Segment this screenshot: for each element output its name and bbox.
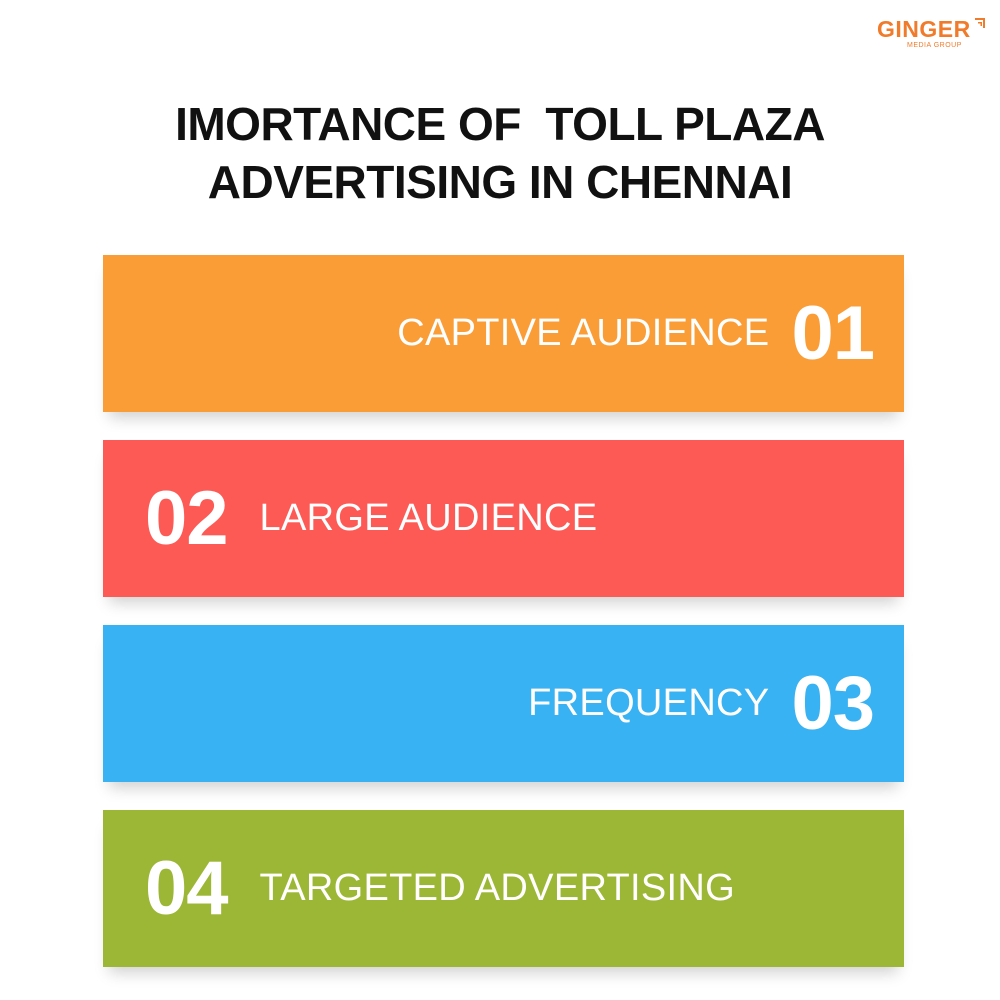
item-number: 02 bbox=[145, 476, 229, 561]
logo-icon bbox=[975, 18, 985, 28]
item-label: LARGE AUDIENCE bbox=[259, 497, 598, 539]
item-number: 04 bbox=[145, 846, 229, 931]
item-number: 01 bbox=[791, 291, 875, 376]
item-band: 02 LARGE AUDIENCE bbox=[103, 440, 904, 597]
item-band: 04 TARGETED ADVERTISING bbox=[103, 810, 904, 967]
item-label: CAPTIVE AUDIENCE bbox=[397, 312, 770, 354]
logo: GINGER MEDIA GROUP bbox=[877, 16, 987, 49]
item-number: 03 bbox=[791, 661, 875, 746]
title-line: ADVERTISING IN CHENNAI bbox=[207, 156, 793, 208]
item-band: CAPTIVE AUDIENCE 01 bbox=[103, 255, 904, 412]
title: IMORTANCE OF TOLL PLAZA ADVERTISING IN C… bbox=[0, 95, 1000, 211]
logo-name: GINGER bbox=[877, 16, 971, 42]
item-band: FREQUENCY 03 bbox=[103, 625, 904, 782]
item-label: TARGETED ADVERTISING bbox=[259, 867, 735, 909]
logo-tagline: MEDIA GROUP bbox=[907, 42, 962, 49]
item-label: FREQUENCY bbox=[528, 682, 770, 724]
title-line: IMORTANCE OF TOLL PLAZA bbox=[175, 98, 825, 150]
